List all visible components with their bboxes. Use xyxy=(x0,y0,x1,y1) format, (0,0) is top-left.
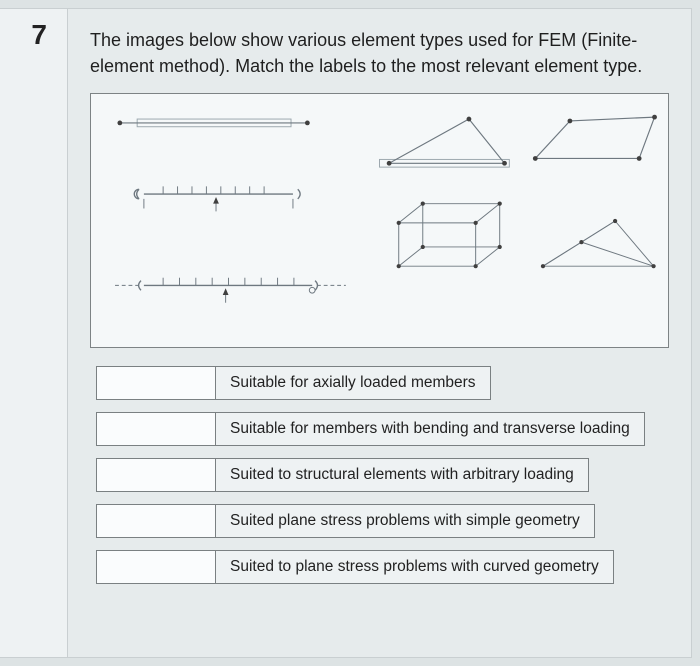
question-prompt: The images below show various element ty… xyxy=(90,27,669,79)
triangle-element-icon xyxy=(380,117,510,167)
drop-target[interactable] xyxy=(96,366,216,400)
bar-element-icon xyxy=(117,119,309,127)
beam-element-icon xyxy=(134,187,300,212)
answer-label[interactable]: Suitable for members with bending and tr… xyxy=(216,412,645,446)
question-sidebar: 7 ut of uestion xyxy=(0,8,68,658)
wedge-element-icon xyxy=(541,219,656,268)
marks-out-of: ut of xyxy=(0,111,55,131)
answer-list: Suitable for axially loaded members Suit… xyxy=(90,366,669,584)
question-main: The images below show various element ty… xyxy=(68,8,692,658)
answer-label[interactable]: Suited plane stress problems with simple… xyxy=(216,504,595,538)
answer-label[interactable]: Suitable for axially loaded members xyxy=(216,366,491,400)
answer-row: Suited plane stress problems with simple… xyxy=(96,504,663,538)
drop-target[interactable] xyxy=(96,458,216,492)
drop-target[interactable] xyxy=(96,412,216,446)
drop-target[interactable] xyxy=(96,550,216,584)
fem-diagram-svg xyxy=(91,94,668,347)
answer-row: Suitable for axially loaded members xyxy=(96,366,663,400)
brick-element-icon xyxy=(397,202,502,269)
quad-element-icon xyxy=(533,115,657,161)
answer-row: Suitable for members with bending and tr… xyxy=(96,412,663,446)
quiz-panel: 7 ut of uestion The images below show va… xyxy=(0,8,692,658)
answer-row: Suited to plane stress problems with cur… xyxy=(96,550,663,584)
drop-target[interactable] xyxy=(96,504,216,538)
answer-label[interactable]: Suited to structural elements with arbit… xyxy=(216,458,589,492)
answer-row: Suited to structural elements with arbit… xyxy=(96,458,663,492)
question-number: 7 xyxy=(0,19,55,51)
frame-element-icon xyxy=(115,278,346,303)
flag-question: uestion xyxy=(0,181,55,201)
fem-diagram xyxy=(90,93,669,348)
answer-label[interactable]: Suited to plane stress problems with cur… xyxy=(216,550,614,584)
